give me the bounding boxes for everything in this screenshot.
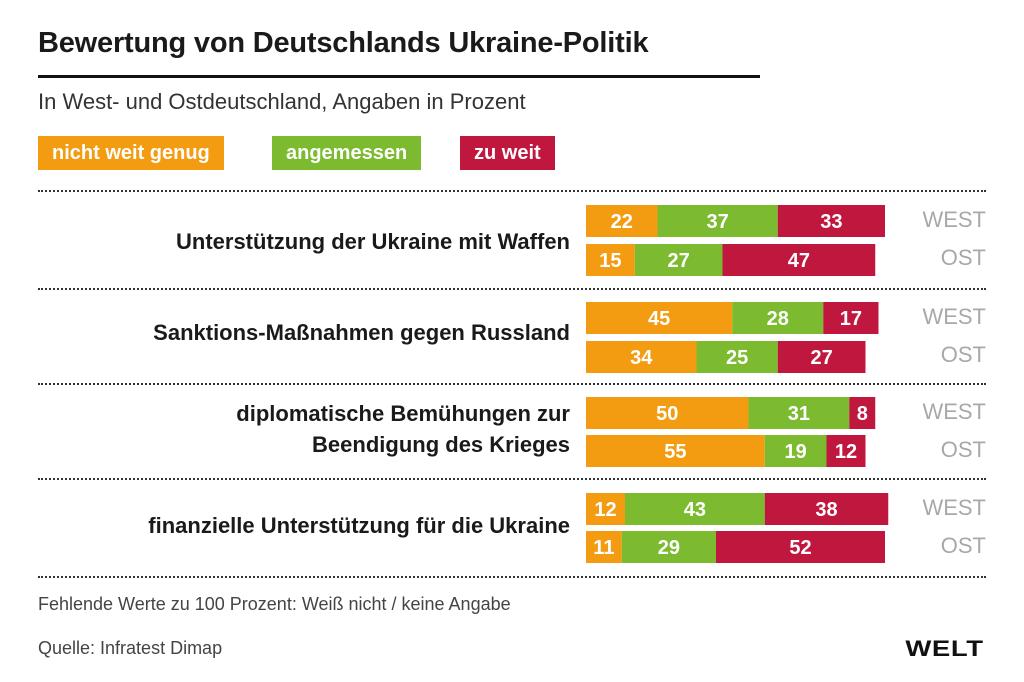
region-label-west: WEST [922,399,986,424]
data-label: 19 [785,441,807,463]
data-label: 27 [811,347,833,369]
category-label-line: Beendigung des Krieges [312,432,570,457]
data-label: 17 [840,308,862,330]
region-label-ost: OST [940,533,986,558]
category-label-finanziell: finanzielle Unterstützung für die Ukrain… [148,510,570,541]
data-label: 27 [668,250,690,272]
data-label: 43 [684,499,706,521]
region-label-west: WEST [922,304,986,329]
data-label: 12 [835,441,857,463]
category-label-diplomatie: diplomatische Bemühungen zur Beendigung … [236,398,570,460]
data-label: 33 [820,211,842,233]
data-label: 37 [707,211,729,233]
bar-zu-weit-west [849,397,876,429]
category-label-line: diplomatische Bemühungen zur [236,401,570,426]
bar-nicht-weit-genug-ost [586,341,697,373]
data-label: 25 [726,347,748,369]
bar-angemessen-west [657,205,778,237]
chart-title: Bewertung von Deutschlands Ukraine-Polit… [38,27,649,59]
bar-angemessen-ost [621,531,716,563]
divider [38,383,986,385]
category-label-line: finanzielle Unterstützung für die Ukrain… [148,513,570,538]
welt-logo: WELT [905,636,984,661]
legend-angemessen: angemessen [272,136,422,170]
bar-nicht-weit-genug-west [586,493,625,525]
bar-nicht-weit-genug-ost [586,244,635,276]
bar-zu-weit-ost [722,244,876,276]
source-note: Quelle: Infratest Dimap [38,638,223,658]
category-label-sanktionen: Sanktions-Maßnahmen gegen Russland [153,317,570,348]
bar-angemessen-west [625,493,765,525]
divider [38,576,986,578]
data-label: 45 [648,308,670,330]
data-label: 38 [815,499,837,521]
chart-subtitle: In West- und Ostdeutschland, Angaben in … [38,89,526,114]
data-label: 47 [788,250,810,272]
region-label-ost: OST [940,245,986,270]
data-label: 15 [599,250,621,272]
region-label-ost: OST [940,437,986,462]
category-label-line: Unterstützung der Ukraine mit Waffen [176,229,570,254]
bar-zu-weit-west [777,205,885,237]
divider [38,190,986,192]
data-label: 50 [656,403,678,425]
bar-nicht-weit-genug-ost [586,435,765,467]
bar-angemessen-west [748,397,850,429]
legend-nicht-weit-genug: nicht weit genug [38,136,224,170]
data-label: 31 [788,403,810,425]
bar-angemessen-ost [696,341,778,373]
bar-zu-weit-ost [716,531,885,563]
title-rule [38,75,760,78]
bar-zu-weit-ost [826,435,866,467]
bar-angemessen-ost [764,435,827,467]
bar-nicht-weit-genug-ost [586,531,622,563]
data-label: 55 [664,441,686,463]
region-label-west: WEST [922,495,986,520]
region-label-west: WEST [922,207,986,232]
data-label: 22 [611,211,633,233]
bar-nicht-weit-genug-west [586,205,658,237]
bar-nicht-weit-genug-west [586,302,733,334]
data-label: 34 [630,347,653,369]
bar-zu-weit-west [823,302,879,334]
bar-angemessen-ost [634,244,723,276]
data-label: 12 [594,499,616,521]
category-label-line: Sanktions-Maßnahmen gegen Russland [153,320,570,345]
bar-nicht-weit-genug-west [586,397,749,429]
data-label: 52 [789,537,811,559]
divider [38,288,986,290]
bar-zu-weit-ost [777,341,866,373]
data-label: 29 [658,537,680,559]
data-label: 28 [767,308,789,330]
data-label: 11 [593,537,614,559]
bar-zu-weit-west [764,493,889,525]
footnote: Fehlende Werte zu 100 Prozent: Weiß nich… [38,594,511,614]
data-label: 8 [857,403,868,425]
divider [38,478,986,480]
legend-zu-weit: zu weit [460,136,555,170]
bar-angemessen-west [732,302,824,334]
category-label-waffen: Unterstützung der Ukraine mit Waffen [176,226,570,257]
region-label-ost: OST [940,342,986,367]
